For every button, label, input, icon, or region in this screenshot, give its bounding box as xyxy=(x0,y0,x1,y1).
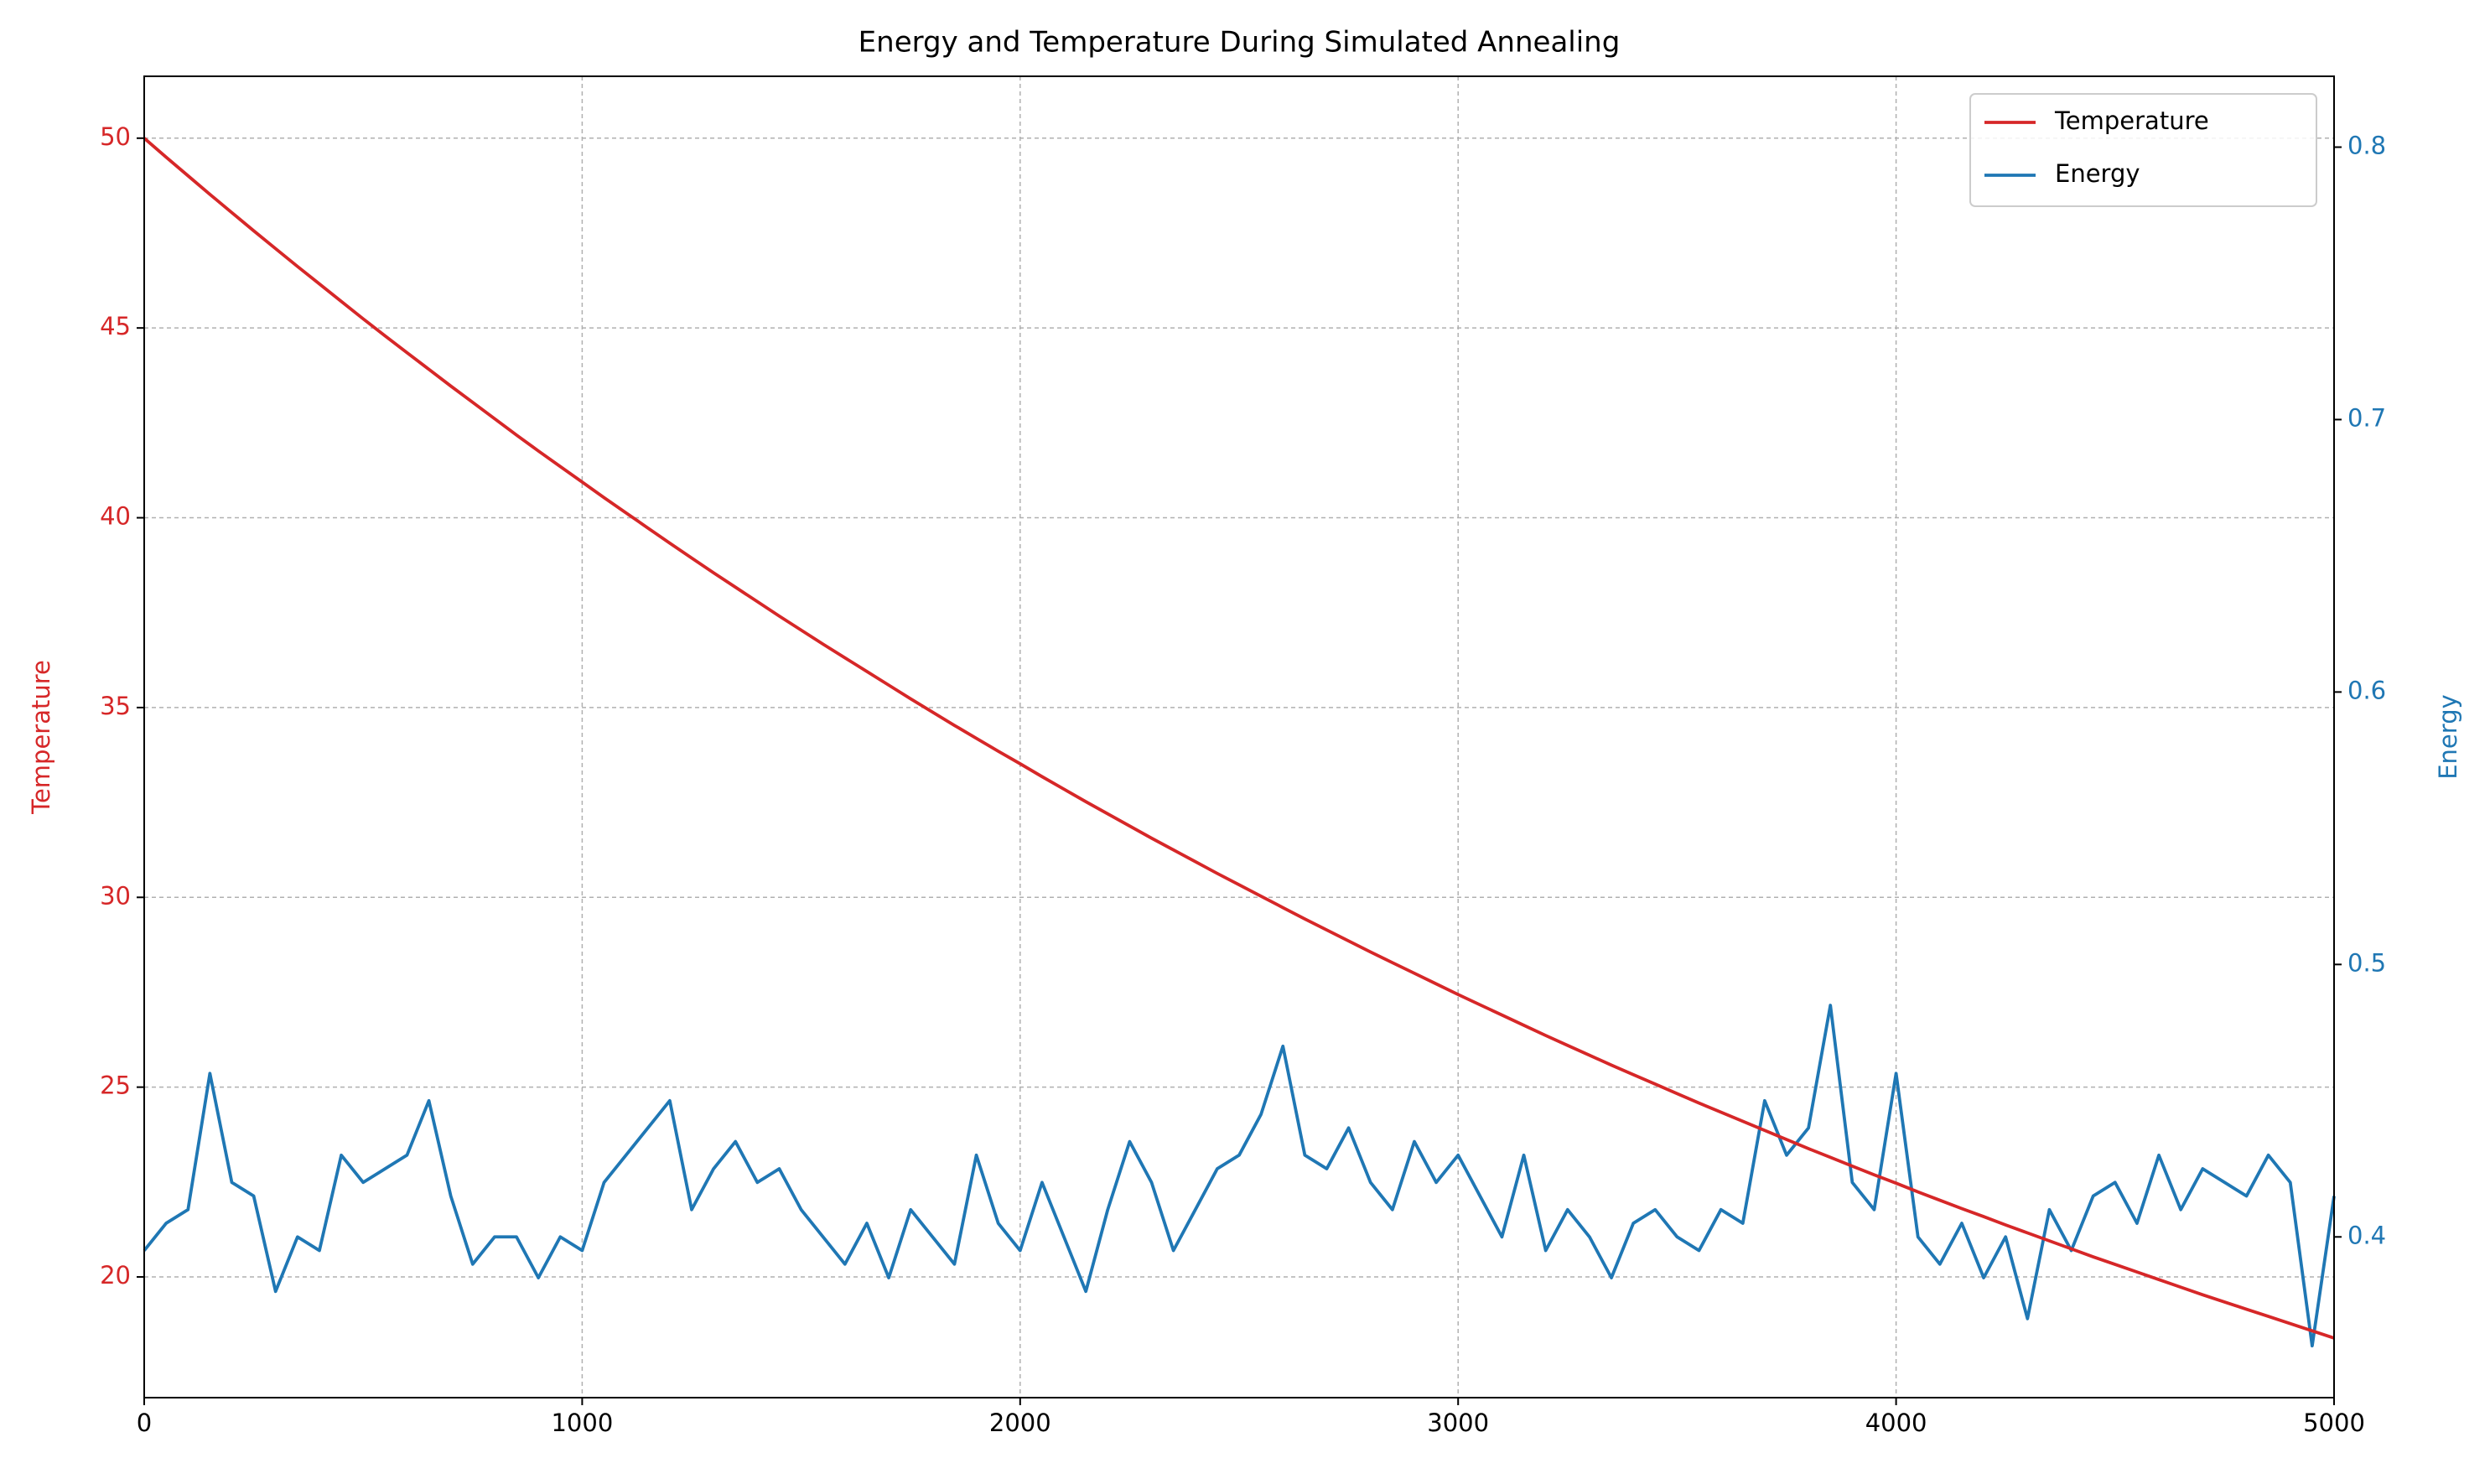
y-tick-label: 25 xyxy=(100,1071,131,1100)
y-tick-label: 35 xyxy=(100,692,131,720)
x-tick-label: 4000 xyxy=(1865,1409,1927,1437)
axes-frame xyxy=(143,75,2335,1398)
legend-box xyxy=(1969,93,2317,207)
y2-tick-label: 0.4 xyxy=(2347,1221,2386,1249)
y2-axis-label: Energy xyxy=(2434,694,2462,780)
y2-tick-label: 0.6 xyxy=(2347,676,2386,704)
x-tick-label: 1000 xyxy=(551,1409,613,1437)
y-tick-label: 40 xyxy=(100,502,131,531)
legend-label: Energy xyxy=(2055,159,2140,188)
y2-tick-label: 0.5 xyxy=(2347,948,2386,977)
series-line xyxy=(143,1004,2336,1348)
y-tick-label: 30 xyxy=(100,881,131,910)
series-line xyxy=(143,137,2335,1340)
y-tick-label: 50 xyxy=(100,122,131,151)
y-tick-label: 45 xyxy=(100,312,131,340)
legend-label: Temperature xyxy=(2054,106,2209,135)
y2-tick-label: 0.8 xyxy=(2347,131,2386,159)
x-tick-label: 2000 xyxy=(989,1409,1051,1437)
y-axis-label: Temperature xyxy=(27,660,55,815)
y2-tick-label: 0.7 xyxy=(2347,403,2386,432)
x-tick-label: 5000 xyxy=(2303,1409,2365,1437)
x-tick-label: 3000 xyxy=(1427,1409,1489,1437)
y-tick-label: 20 xyxy=(100,1261,131,1289)
chart-title: Energy and Temperature During Simulated … xyxy=(859,26,1621,60)
x-tick-label: 0 xyxy=(137,1409,152,1437)
